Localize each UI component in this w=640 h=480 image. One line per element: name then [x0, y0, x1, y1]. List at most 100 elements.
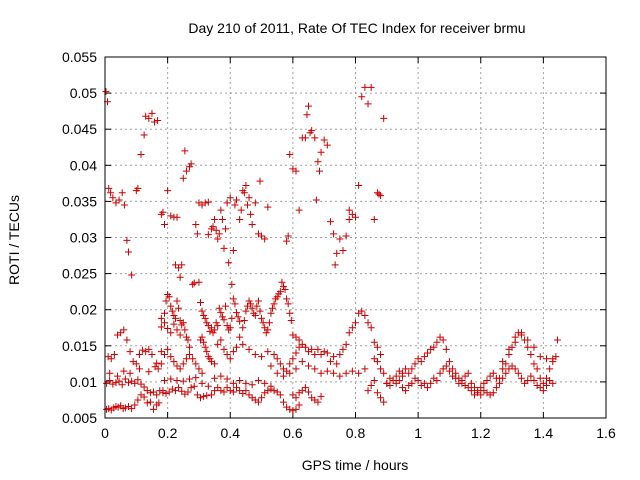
data-point [292, 333, 300, 341]
data-point [173, 362, 181, 370]
data-point [212, 226, 220, 234]
data-point [392, 379, 400, 387]
data-point [109, 194, 117, 202]
data-point [375, 190, 383, 198]
data-points [102, 83, 561, 415]
data-point [173, 326, 181, 334]
data-point [461, 372, 469, 380]
data-point [358, 307, 366, 315]
data-point [153, 359, 161, 367]
data-point [175, 384, 183, 392]
data-point [377, 365, 385, 373]
data-point [211, 374, 219, 382]
data-point [292, 365, 300, 373]
data-point [171, 387, 179, 395]
data-point [433, 376, 441, 384]
data-point [220, 316, 228, 324]
x-tick-label: 1.2 [471, 425, 491, 441]
data-point [552, 353, 560, 361]
data-point [427, 379, 435, 387]
data-point [229, 295, 237, 303]
tick-labels: 0 0.2 0.4 0.6 0.8 1 1.2 1.4 1.6 0.005 0.01 0.015 0.0… [62, 49, 616, 441]
data-point [256, 307, 264, 315]
data-point [377, 350, 385, 358]
data-point [505, 365, 513, 373]
data-point [530, 376, 538, 384]
data-point [283, 237, 291, 245]
data-point [118, 189, 126, 197]
data-point [215, 304, 223, 312]
data-point [317, 148, 325, 156]
data-point [445, 358, 453, 366]
data-point [311, 350, 319, 358]
data-point [408, 365, 416, 373]
data-point [330, 369, 338, 377]
data-point [264, 387, 272, 395]
data-point [164, 324, 172, 332]
data-point [308, 345, 316, 353]
data-point [364, 387, 372, 395]
data-point [492, 384, 500, 392]
data-point [342, 340, 350, 348]
data-point [499, 358, 507, 366]
data-point [189, 355, 197, 363]
data-point [287, 317, 295, 325]
data-point [114, 372, 122, 380]
data-point [160, 221, 168, 229]
data-point [145, 368, 153, 376]
data-point [273, 293, 281, 301]
data-point [339, 246, 347, 254]
data-point [348, 210, 356, 218]
data-point [348, 367, 356, 375]
y-tick-label: 0.015 [62, 338, 97, 354]
data-point [492, 374, 500, 382]
data-point [160, 309, 168, 317]
data-point [159, 387, 167, 395]
data-point [331, 261, 339, 269]
data-point [258, 353, 266, 361]
data-point [112, 199, 120, 207]
data-point [217, 206, 225, 214]
data-point [159, 208, 167, 216]
data-point [276, 391, 284, 399]
data-point [467, 379, 475, 387]
data-point [211, 387, 219, 395]
data-point [303, 111, 311, 119]
data-point [499, 365, 507, 373]
data-point [164, 187, 172, 195]
data-point [317, 369, 325, 377]
data-point [352, 213, 359, 221]
data-point [361, 365, 369, 373]
data-point [254, 376, 262, 384]
data-point [470, 384, 478, 392]
data-point [176, 331, 184, 339]
data-point [258, 314, 266, 322]
data-point [160, 319, 168, 327]
data-point [150, 118, 158, 126]
data-point [367, 382, 375, 390]
data-point [370, 215, 378, 223]
x-tick-label: 0.6 [283, 425, 303, 441]
y-tick-label: 0.025 [62, 266, 97, 282]
data-point [248, 304, 256, 312]
data-point [511, 338, 519, 346]
data-point [121, 375, 129, 383]
data-point [229, 246, 237, 254]
data-point [301, 384, 309, 392]
data-point [281, 285, 289, 293]
data-point [148, 350, 156, 358]
data-point [430, 343, 438, 351]
data-point [420, 379, 428, 387]
x-tick-label: 0.4 [221, 425, 241, 441]
data-point [411, 360, 419, 368]
data-point [336, 372, 344, 380]
data-point [298, 340, 306, 348]
data-point [179, 174, 187, 182]
data-point [445, 367, 453, 375]
data-point [398, 384, 406, 392]
data-point [261, 235, 269, 243]
data-point [539, 387, 547, 395]
data-point [364, 100, 372, 108]
data-point [223, 199, 231, 207]
data-point [218, 215, 226, 223]
